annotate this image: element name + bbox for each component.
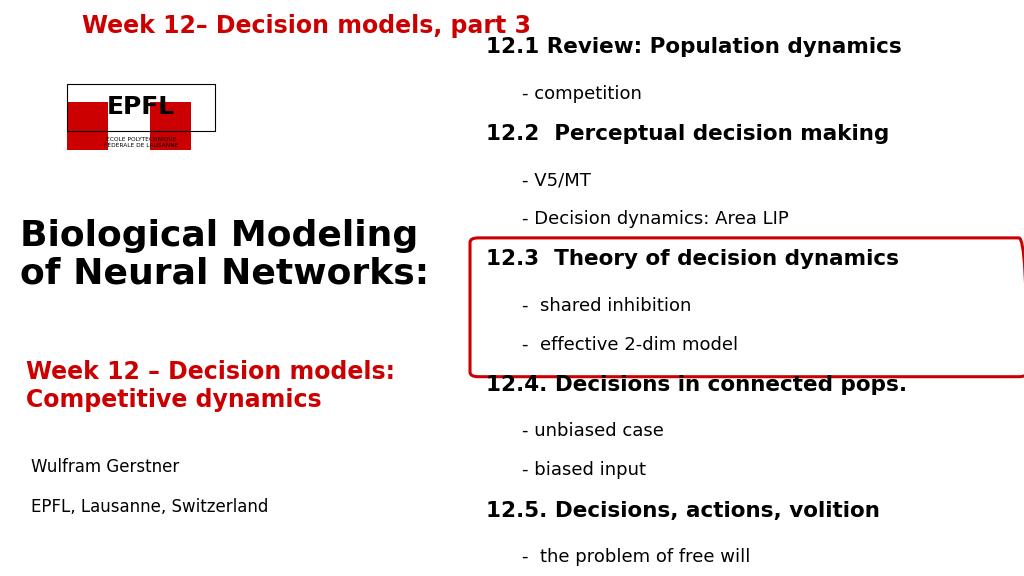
Text: EPFL: EPFL (106, 96, 175, 119)
Text: - unbiased case: - unbiased case (522, 422, 665, 440)
Text: - biased input: - biased input (522, 461, 646, 479)
Text: 12.3  Theory of decision dynamics: 12.3 Theory of decision dynamics (486, 249, 899, 270)
Text: -  shared inhibition: - shared inhibition (522, 297, 691, 314)
Text: EPFL, Lausanne, Switzerland: EPFL, Lausanne, Switzerland (31, 498, 268, 516)
Text: 12.1 Review: Population dynamics: 12.1 Review: Population dynamics (486, 37, 902, 58)
Text: ÉCOLE POLYTECHNIQUE
FÉDÉRALE DE LAUSANNE: ÉCOLE POLYTECHNIQUE FÉDÉRALE DE LAUSANNE (103, 136, 178, 147)
Text: -  the problem of free will: - the problem of free will (522, 548, 751, 566)
Text: -  effective 2-dim model: - effective 2-dim model (522, 336, 738, 354)
Text: - V5/MT: - V5/MT (522, 171, 591, 189)
Text: Week 12– Decision models, part 3: Week 12– Decision models, part 3 (82, 14, 530, 39)
Text: 12.4. Decisions in connected pops.: 12.4. Decisions in connected pops. (486, 375, 907, 395)
Text: 12.2  Perceptual decision making: 12.2 Perceptual decision making (486, 124, 890, 144)
Text: - Decision dynamics: Area LIP: - Decision dynamics: Area LIP (522, 210, 788, 228)
Text: Wulfram Gerstner: Wulfram Gerstner (31, 458, 179, 476)
Text: 12.5. Decisions, actions, volition: 12.5. Decisions, actions, volition (486, 501, 881, 521)
Text: - competition: - competition (522, 85, 642, 103)
Text: Week 12 – Decision models:
Competitive dynamics: Week 12 – Decision models: Competitive d… (26, 360, 394, 412)
Text: Biological Modeling
of Neural Networks:: Biological Modeling of Neural Networks: (20, 219, 430, 291)
FancyBboxPatch shape (67, 102, 109, 150)
FancyBboxPatch shape (150, 102, 191, 150)
